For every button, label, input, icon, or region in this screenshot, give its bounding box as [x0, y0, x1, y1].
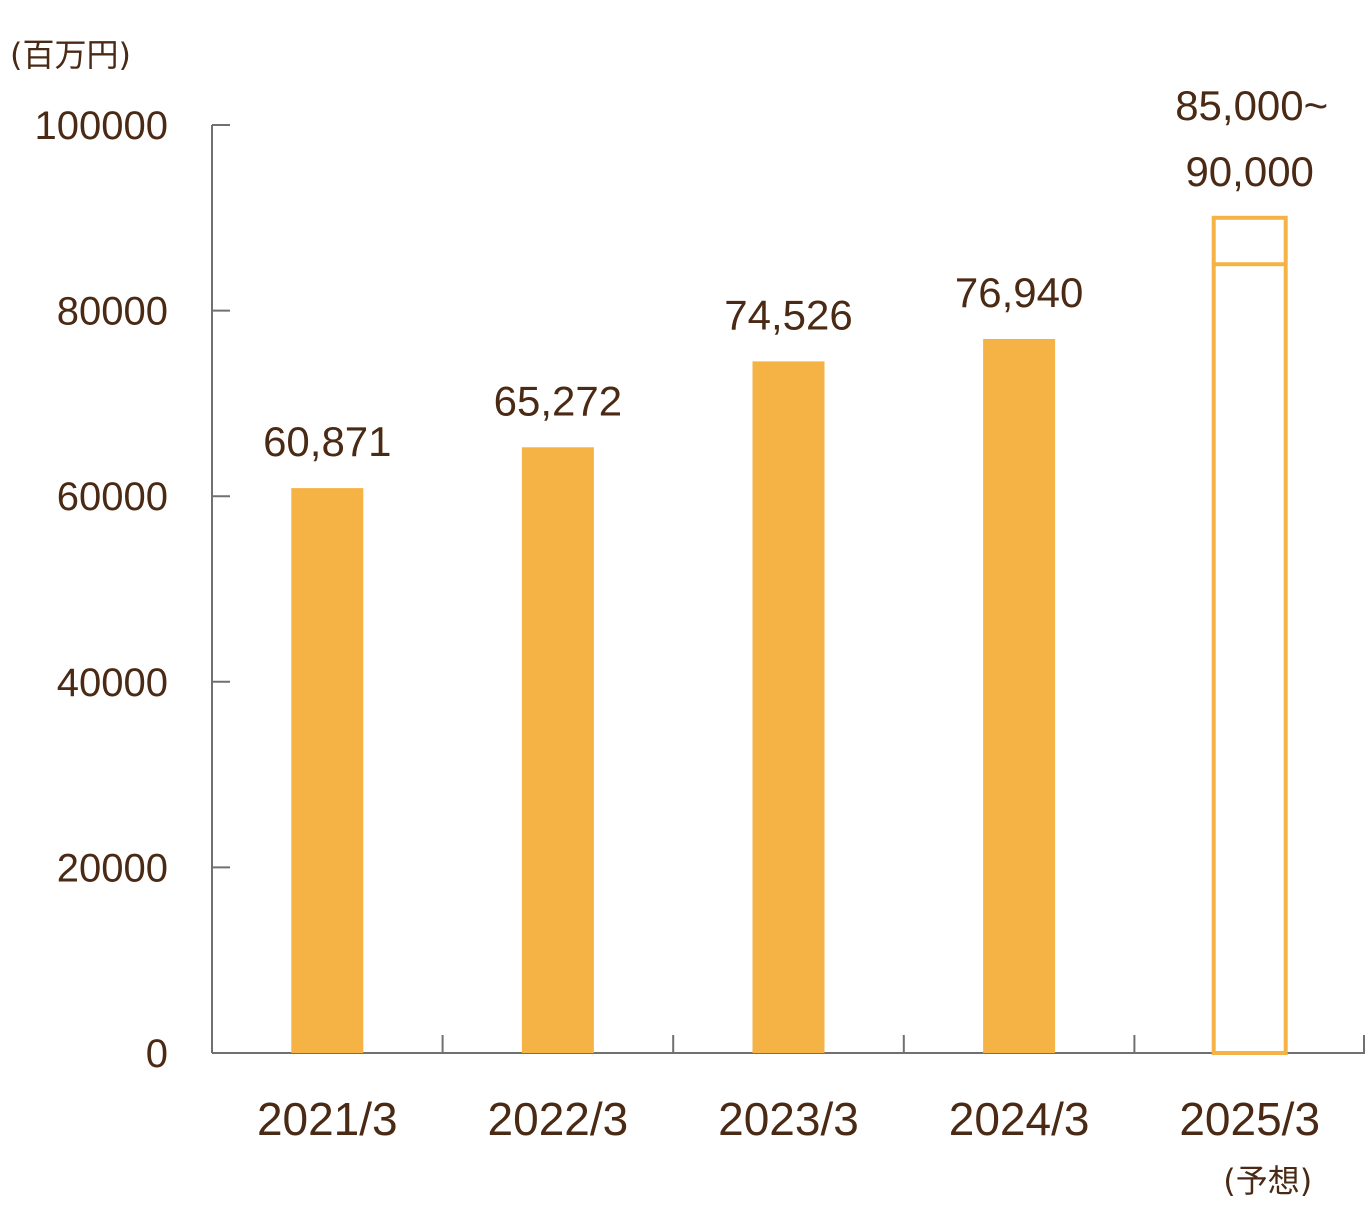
bars: [291, 215, 1288, 1056]
bar: [983, 338, 1056, 1053]
y-tick-label: 100000: [35, 104, 168, 148]
data-labels: 60,871 65,272 74,526 76,940 85,000~ 90,000: [263, 82, 1328, 465]
bar-value-label: 76,940: [955, 269, 1083, 316]
y-tick-label: 40000: [57, 661, 168, 705]
bar-value-label: 74,526: [724, 291, 852, 338]
bar: [521, 447, 594, 1053]
forecast-value-label-2: 90,000: [1185, 148, 1313, 195]
x-tick-label: 2025/3: [1179, 1093, 1320, 1145]
x-axis: 2021/3 2022/3 2023/3 2024/3 2025/3 (予想): [212, 1035, 1365, 1200]
y-tick-label: 20000: [57, 846, 168, 890]
x-tick-label: 2023/3: [718, 1093, 859, 1145]
forecast-bar-outline: [1211, 215, 1288, 1056]
x-tick-label: 2024/3: [949, 1093, 1090, 1145]
y-axis: 0 20000 40000 60000 80000 100000: [35, 104, 230, 1076]
unit-label: (百万円): [10, 36, 131, 74]
forecast-value-label-1: 85,000~: [1175, 82, 1328, 129]
x-tick-label: 2021/3: [257, 1093, 398, 1145]
bar: [291, 488, 364, 1053]
bar-value-label: 60,871: [263, 418, 391, 465]
y-tick-label: 60000: [57, 475, 168, 519]
x-tick-label: 2022/3: [488, 1093, 629, 1145]
y-tick-label: 80000: [57, 290, 168, 334]
bar-value-label: 65,272: [494, 377, 622, 424]
bar: [752, 361, 825, 1054]
y-tick-label: 0: [146, 1032, 168, 1076]
x-tick-note: (予想): [1223, 1162, 1312, 1200]
